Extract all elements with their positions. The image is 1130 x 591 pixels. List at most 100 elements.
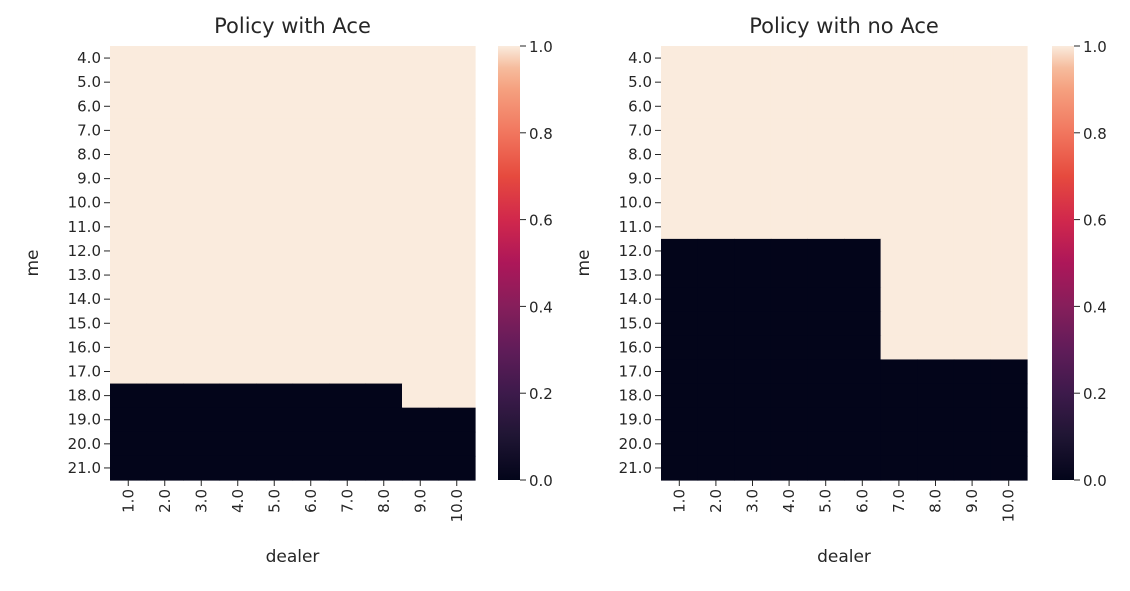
heatmap-cell (844, 166, 882, 192)
heatmap-cell (256, 287, 294, 312)
heatmap-cell (770, 335, 808, 361)
x-tick-label: 7.0 (890, 489, 908, 513)
heatmap-cell (990, 142, 1028, 168)
heatmap-cell (402, 263, 440, 288)
heatmap-cell (110, 431, 148, 457)
heatmap-cell (365, 311, 403, 336)
heatmap-cell (365, 94, 403, 119)
colorbar-tick-label: 0.8 (529, 125, 553, 143)
heatmap-cell (256, 166, 294, 192)
y-tick-label: 19.0 (68, 411, 101, 429)
heatmap-cell (661, 166, 699, 192)
heatmap-cell (438, 335, 476, 361)
heatmap-cell (990, 238, 1028, 264)
y-tick-label: 5.0 (628, 73, 652, 91)
y-tick-label: 13.0 (68, 266, 101, 284)
heatmap-cell (917, 70, 955, 95)
heatmap-cell (256, 311, 294, 336)
heatmap-cell (110, 383, 148, 409)
heatmap-cell (438, 383, 476, 409)
y-tick-label: 7.0 (628, 121, 652, 139)
heatmap-cell (990, 214, 1028, 240)
heatmap-cell (953, 70, 991, 95)
heatmap-cell (953, 214, 991, 240)
heatmap-cell (844, 118, 882, 144)
heatmap-cell (917, 46, 955, 71)
heatmap-cell (146, 263, 184, 288)
heatmap-cell (661, 431, 699, 457)
heatmap-cell (697, 142, 735, 168)
heatmap-cell (256, 383, 294, 409)
heatmap-cell (402, 142, 440, 168)
heatmap-cell (329, 46, 367, 71)
heatmap-cell (146, 311, 184, 336)
y-tick-label: 10.0 (619, 194, 652, 212)
heatmap-cell (697, 166, 735, 192)
heatmap-cell (734, 311, 772, 336)
x-tick-label: 3.0 (744, 489, 762, 513)
heatmap-cell (697, 263, 735, 288)
colorbar-tick-label: 1.0 (1083, 38, 1107, 56)
heatmap-cell (110, 70, 148, 95)
heatmap-cell (402, 46, 440, 71)
heatmap-cell (329, 359, 367, 385)
heatmap-cell (697, 70, 735, 95)
x-tick-label: 5.0 (265, 489, 283, 513)
heatmap-cell (329, 287, 367, 312)
heatmap-cell (917, 359, 955, 385)
heatmap-cell (953, 46, 991, 71)
heatmap-cell (697, 383, 735, 409)
heatmap-cell (661, 359, 699, 385)
y-tick-label: 8.0 (77, 146, 101, 164)
heatmap-cell (844, 311, 882, 336)
heatmap-cell (219, 407, 257, 433)
heatmap-cell (183, 166, 221, 192)
heatmap-cell (953, 431, 991, 457)
heatmap-cell (807, 94, 845, 119)
heatmap-cell (770, 214, 808, 240)
heatmap-cell (292, 359, 330, 385)
heatmap-cell (219, 46, 257, 71)
heatmap-cell (661, 383, 699, 409)
heatmap-cell (183, 311, 221, 336)
heatmap-cell (953, 287, 991, 312)
y-tick-label: 17.0 (68, 363, 101, 381)
heatmap-cell (110, 455, 148, 481)
heatmap-cell (402, 214, 440, 240)
heatmap-cell (880, 263, 918, 288)
heatmap-cell (953, 118, 991, 144)
heatmap-cell (917, 238, 955, 264)
heatmap-cell (770, 190, 808, 216)
heatmap-cell (990, 118, 1028, 144)
heatmap-cell (880, 238, 918, 264)
heatmap-cell (402, 335, 440, 361)
heatmap-cell (734, 431, 772, 457)
heatmap-cell (807, 238, 845, 264)
heatmap-cell (807, 359, 845, 385)
y-tick-label: 13.0 (619, 266, 652, 284)
heatmap-cell (917, 455, 955, 481)
y-axis-label: me (23, 249, 43, 276)
heatmap-cell (365, 46, 403, 71)
heatmap-cell (256, 46, 294, 71)
y-tick-label: 15.0 (68, 314, 101, 332)
heatmap-cell (110, 359, 148, 385)
heatmap-cell (734, 238, 772, 264)
colorbar-tick-label: 0.2 (1083, 385, 1107, 403)
y-tick-label: 9.0 (628, 170, 652, 188)
heatmap-cell (183, 238, 221, 264)
heatmap-cell (844, 94, 882, 119)
heatmap-cell (807, 311, 845, 336)
heatmap-cell (917, 142, 955, 168)
heatmap-cell (146, 455, 184, 481)
heatmap-cell (365, 214, 403, 240)
heatmap-cell (661, 335, 699, 361)
heatmap-cell (256, 118, 294, 144)
heatmap-cell (292, 166, 330, 192)
colorbar-tick-label: 0.8 (1083, 125, 1107, 143)
heatmap-cell (292, 383, 330, 409)
x-tick-label: 10.0 (1000, 489, 1018, 522)
heatmap-cell (219, 214, 257, 240)
heatmap-cell (990, 263, 1028, 288)
heatmap-cell (365, 383, 403, 409)
